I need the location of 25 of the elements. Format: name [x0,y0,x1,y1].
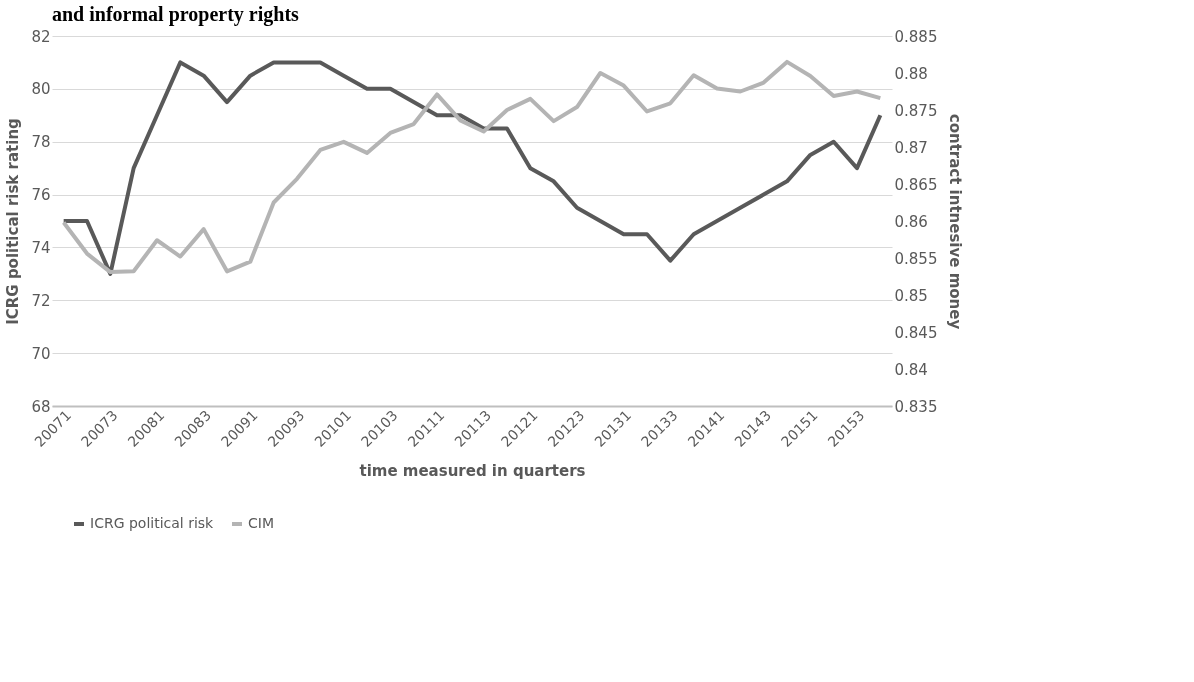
y-tick-label: 82 [31,27,51,46]
chart-title: and informal property rights [52,3,300,26]
y2-tick-label: 0.835 [894,397,938,416]
y2-tick-label: 0.885 [894,27,938,46]
y2-tick-label: 0.875 [894,101,938,120]
y2-tick-label: 0.86 [894,212,928,231]
y-axis-title: ICRG political risk rating [4,118,23,325]
y2-tick-label: 0.865 [894,175,938,194]
x-axis-title: time measured in quarters [359,461,586,480]
y2-axis-title: contract intnesive money [946,113,965,330]
y2-tick-label: 0.84 [894,360,928,379]
legend-label: CIM [248,515,274,531]
y-tick-label: 72 [31,291,51,310]
y2-tick-label: 0.85 [894,286,928,305]
y2-tick-label: 0.855 [894,249,938,268]
y2-tick-label: 0.845 [894,323,938,342]
y-tick-label: 78 [31,133,51,152]
y-tick-label: 76 [31,186,51,205]
y-tick-label: 70 [31,344,51,363]
y2-tick-label: 0.88 [894,64,928,83]
y-tick-label: 74 [31,238,51,257]
legend-label: ICRG political risk [90,515,215,531]
y2-tick-label: 0.87 [894,138,928,157]
y-tick-label: 80 [31,80,51,99]
y-tick-label: 68 [31,397,51,416]
